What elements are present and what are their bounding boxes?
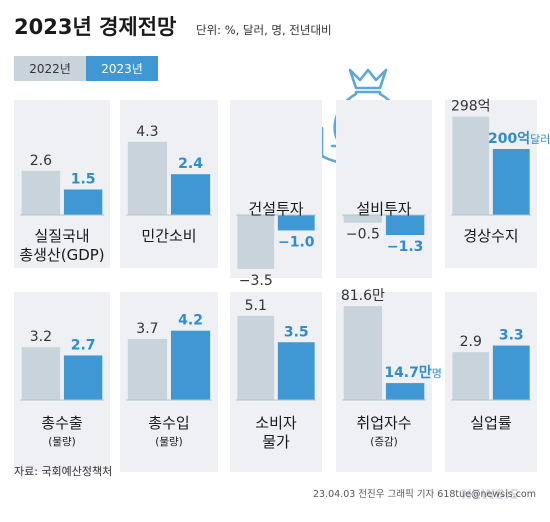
page-title: 2023년 경제전망 xyxy=(14,15,176,39)
legend-label-2023: 2023년 xyxy=(101,62,143,76)
panel-6-category-sublabel: (물량) xyxy=(48,436,76,448)
panel-10-value-2023: 3.3 xyxy=(499,328,524,344)
panel-10-bar-2022 xyxy=(452,352,490,400)
panel-3-value-2022: −3.5 xyxy=(239,273,273,289)
panel-7-category-label: 총수입 xyxy=(148,414,189,432)
panel-6-value-2023: 2.7 xyxy=(71,337,96,353)
panel-7-bar-2023 xyxy=(170,330,211,400)
panel-8-value-2022: 5.1 xyxy=(245,298,267,314)
legend-swatch-2022 xyxy=(14,56,86,81)
panel-3-value-2023: −1.0 xyxy=(278,234,315,250)
panel-5-bar-2023 xyxy=(492,149,530,215)
panel-7-value-2022: 3.7 xyxy=(136,321,158,337)
panel-2-value-2023: 2.4 xyxy=(178,156,203,172)
panel-6: 3.2 2.7 총수출 (물량) xyxy=(14,292,110,472)
panel-3: −3.5 −1.0 건설투자 xyxy=(230,100,322,289)
panel-2-bar-2022 xyxy=(127,141,168,215)
panel-6-bar-2022 xyxy=(21,347,61,400)
panel-7-category-sublabel: (물량) xyxy=(155,436,183,448)
panel-10-category-label: 실업률 xyxy=(470,414,512,432)
legend-swatch-2023 xyxy=(86,56,158,81)
panel-8-bar-2022 xyxy=(237,315,275,400)
panel-4-value-2022: −0.5 xyxy=(346,227,380,243)
panel-6-bar-2023 xyxy=(63,355,103,400)
panel-9-bar-2023 xyxy=(385,383,425,400)
panel-1-bar-2022 xyxy=(21,170,61,215)
panel-9-category-sublabel: (증감) xyxy=(370,436,398,448)
legend: 2022년 2023년 xyxy=(14,56,158,81)
panel-2-value-2022: 4.3 xyxy=(136,124,158,140)
panel-5-value-2023: 200억달러 xyxy=(488,131,550,147)
panel-10-value-2022: 2.9 xyxy=(460,334,482,350)
panel-6-value-2022: 3.2 xyxy=(30,329,52,345)
panel-4-value-2023: −1.3 xyxy=(387,239,424,255)
panel-2-bar-2023 xyxy=(170,174,211,215)
panel-4-category-label: 설비투자 xyxy=(356,200,411,218)
panel-10: 2.9 3.3 실업률 xyxy=(445,292,537,472)
panel-1-value-2022: 2.6 xyxy=(30,153,52,169)
panel-10-bar-2023 xyxy=(492,345,530,400)
panel-2-category-label: 민간소비 xyxy=(141,227,196,245)
panel-5-bar-2022 xyxy=(452,116,490,215)
panel-8-category-label: 물가 xyxy=(262,433,290,451)
panel-5-value-2022: 298억 xyxy=(451,99,491,115)
panel-6-category-label: 총수출 xyxy=(41,414,82,432)
panel-9-category-label: 취업자수 xyxy=(356,414,411,432)
panel-1-bar-2023 xyxy=(63,189,103,215)
panel-3-bar-2023 xyxy=(277,215,315,231)
panel-4-bar-2023 xyxy=(385,215,425,236)
panel-3-bar-2022 xyxy=(237,215,275,269)
newsis-watermark: NEWSIS xyxy=(461,488,519,503)
panel-9-value-2023: 14.7만명 xyxy=(384,365,442,381)
source-text: 자료: 국회예산정책처 xyxy=(14,465,112,478)
panel-1-value-2023: 1.5 xyxy=(71,172,96,188)
panel-4-bar-2022 xyxy=(343,215,383,223)
legend-label-2022: 2022년 xyxy=(29,62,71,76)
panel-1-category-label: 실질국내 xyxy=(34,227,89,245)
panel-9-value-2022: 81.6만 xyxy=(341,288,385,304)
panel-2: 4.3 2.4 민간소비 xyxy=(120,100,218,268)
panel-8-value-2023: 3.5 xyxy=(284,324,309,340)
panel-7-bar-2022 xyxy=(127,338,168,400)
panel-1-category-label: 총생산(GDP) xyxy=(19,246,104,264)
panel-8-bar-2023 xyxy=(277,342,315,400)
panel-7: 3.7 4.2 총수입 (물량) xyxy=(120,292,218,472)
unit-subtitle: 단위: %, 달러, 명, 전년대비 xyxy=(196,23,332,37)
panel-4: −0.5 −1.3 설비투자 xyxy=(336,100,432,278)
credit-text: 23.04.03 전진우 그래픽 기자 618tue@newsis.com xyxy=(313,489,536,500)
panel-9-bar-2022 xyxy=(343,306,383,400)
panel-5-category-label: 경상수지 xyxy=(463,227,518,245)
panel-3-category-label: 건설투자 xyxy=(248,200,303,218)
panel-7-value-2023: 4.2 xyxy=(178,313,203,329)
panel-8-category-label: 소비자 xyxy=(255,414,297,432)
panel-4-background xyxy=(336,100,432,278)
